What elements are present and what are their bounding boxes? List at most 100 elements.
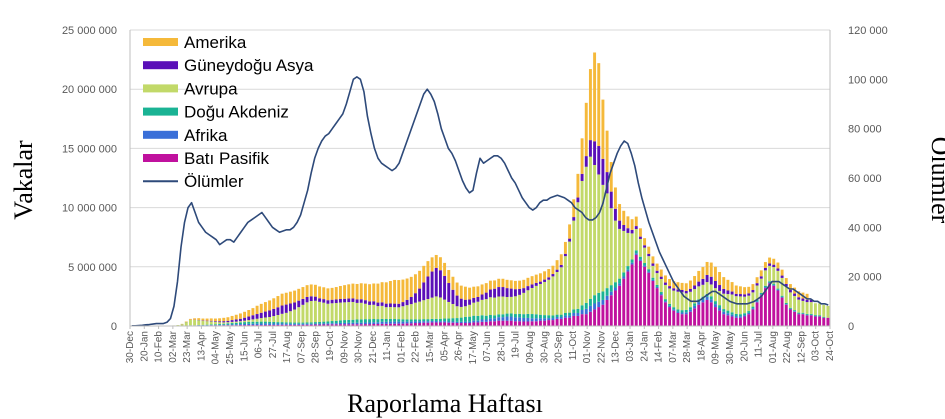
bar-segment	[409, 296, 413, 305]
bar-segment	[476, 286, 480, 297]
x-tick-label: 20-Jan	[139, 331, 150, 362]
bar-segment	[309, 296, 313, 302]
bar-segment	[263, 317, 267, 322]
bar-segment	[768, 281, 772, 283]
bar-segment	[572, 309, 576, 313]
bar-segment	[351, 322, 355, 325]
bar-segment	[522, 292, 526, 315]
bar-segment	[268, 323, 272, 325]
bar-segment	[297, 322, 301, 324]
bar-segment	[597, 307, 601, 326]
bar-segment	[263, 323, 267, 325]
bar-segment	[334, 299, 338, 304]
bar-segment	[626, 228, 630, 233]
bar-segment	[472, 297, 476, 303]
bar-segment	[613, 287, 617, 291]
bar-segment	[718, 308, 722, 311]
bar-segment	[268, 324, 272, 326]
bar-segment	[805, 293, 809, 300]
bar-segment	[684, 314, 688, 326]
bar-segment	[609, 208, 613, 286]
bar-segment	[376, 322, 380, 324]
bar-segment	[780, 275, 784, 278]
x-tick-label: 19-Jul	[511, 331, 522, 358]
bar-segment	[197, 318, 201, 320]
bar-segment	[455, 321, 459, 324]
bar-segment	[259, 323, 263, 326]
bar-segment	[743, 316, 747, 326]
x-tick-label: 21-Dec	[368, 331, 379, 363]
bar-segment	[788, 292, 792, 308]
bar-segment	[676, 311, 680, 313]
legend-label: Afrika	[184, 126, 228, 145]
bar-segment	[193, 318, 197, 320]
y-tick-label-right: 40 000	[848, 222, 882, 234]
bar-segment	[368, 319, 372, 323]
bar-segment	[709, 262, 713, 277]
bar-segment	[530, 284, 534, 288]
bar-segment	[668, 279, 672, 287]
bar-segment	[513, 289, 517, 297]
y-tick-label-left: 0	[111, 321, 117, 333]
bar-segment	[397, 319, 401, 322]
bar-segment	[347, 302, 351, 320]
bar-segment	[430, 257, 434, 272]
bar-segment	[280, 322, 284, 324]
bar-segment	[372, 319, 376, 323]
bar-segment	[634, 253, 638, 255]
bar-segment	[772, 284, 776, 286]
bar-segment	[730, 314, 734, 317]
bar-segment	[701, 284, 705, 297]
bar-segment	[380, 302, 384, 306]
bar-segment	[263, 324, 267, 326]
bar-segment	[618, 285, 622, 326]
bar-segment	[763, 288, 767, 326]
bar-segment	[468, 287, 472, 300]
x-tick-label: 28-Sep	[311, 331, 322, 364]
bar-segment	[405, 319, 409, 322]
bar-segment	[672, 307, 676, 310]
bar-segment	[509, 296, 513, 314]
bar-segment	[543, 318, 547, 321]
bar-segment	[655, 270, 659, 274]
bar-segment	[480, 319, 484, 322]
bar-segment	[513, 296, 517, 315]
bar-segment	[568, 241, 572, 313]
bar-segment	[780, 277, 784, 296]
bar-segment	[755, 301, 759, 303]
bar-segment	[480, 294, 484, 300]
bar-segment	[205, 318, 209, 321]
bar-segment	[559, 267, 563, 315]
bar-segment	[726, 313, 730, 316]
bar-segment	[459, 306, 463, 318]
bar-segment	[659, 276, 663, 279]
bar-segment	[484, 292, 488, 300]
bar-segment	[476, 322, 480, 326]
deaths-line	[131, 76, 829, 327]
bar-segment	[772, 283, 776, 285]
bar-segment	[322, 287, 326, 300]
bar-segment	[680, 314, 684, 326]
y-tick-label-right: 20 000	[848, 272, 882, 284]
bar-segment	[609, 162, 613, 192]
bar-segment	[438, 321, 442, 323]
bar-segment	[538, 320, 542, 326]
bar-segment	[330, 324, 334, 326]
bar-segment	[447, 270, 451, 284]
bar-segment	[805, 315, 809, 326]
bar-segment	[434, 254, 438, 268]
bar-segment	[509, 313, 513, 317]
bar-segment	[651, 279, 655, 281]
bar-segment	[601, 291, 605, 300]
bar-segment	[322, 323, 326, 325]
bar-segment	[322, 321, 326, 324]
bar-segment	[626, 232, 630, 267]
bar-segment	[613, 282, 617, 288]
bar-segment	[759, 292, 763, 295]
bar-segment	[688, 311, 692, 326]
bar-segment	[288, 324, 292, 326]
bar-segment	[468, 299, 472, 305]
bar-segment	[630, 229, 634, 234]
bar-segment	[705, 261, 709, 275]
bar-segment	[576, 308, 580, 313]
